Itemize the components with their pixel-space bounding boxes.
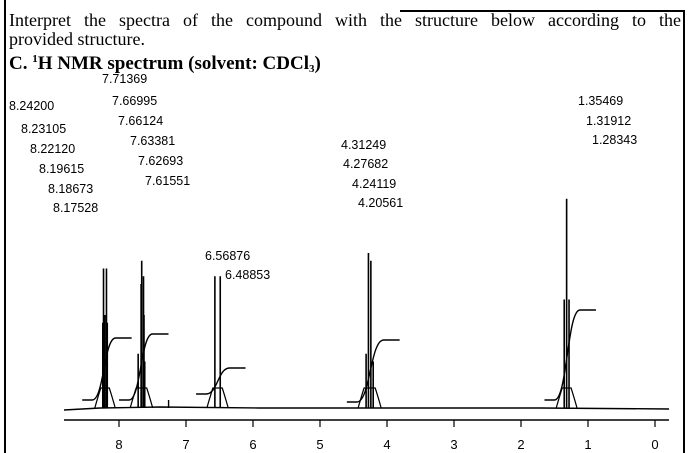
peak-label: 8.23105 [21, 122, 67, 136]
x-tick-label: 2 [517, 437, 524, 452]
peak-label: 7.61551 [145, 174, 191, 188]
peak-label: 4.20561 [358, 196, 404, 210]
x-tick-label: 1 [584, 437, 591, 452]
peak-label: 7.66995 [112, 94, 158, 108]
peak-label: 7.66124 [118, 114, 164, 128]
peak-label: 4.27682 [343, 157, 389, 171]
integral-curve [119, 333, 169, 401]
integral-curve [544, 309, 596, 401]
spectrum-heading: C. 1H NMR spectrum (solvent: CDCl3) [9, 48, 321, 80]
peak-envelope [94, 387, 116, 409]
integral-curve [196, 367, 246, 395]
peak-envelope [555, 387, 578, 409]
question-line-1: Interpret the spectra of the compound wi… [9, 10, 681, 30]
frame-left-border [4, 0, 6, 453]
peak-label: 8.24200 [9, 99, 55, 113]
x-tick-label: 5 [316, 437, 323, 452]
peak-label: 1.35469 [578, 94, 624, 108]
x-tick-label: 3 [450, 437, 457, 452]
integral-curve [82, 337, 132, 401]
frame-right-border [683, 10, 685, 453]
peak-label: 8.19615 [39, 162, 85, 176]
x-tick-label: 6 [249, 437, 256, 452]
peak-lines [94, 198, 578, 409]
peak-label: 8.17528 [53, 201, 99, 215]
peak-label: 7.62693 [138, 154, 184, 168]
x-tick-label: 4 [383, 437, 390, 452]
peak-envelope [206, 387, 229, 409]
baseline-trace [63, 406, 670, 411]
frame-top-border [400, 10, 685, 12]
x-axis-ticks: 8 7 6 5 4 3 2 1 0 [115, 420, 659, 452]
peak-label: 7.71369 [102, 72, 148, 86]
peak-label: 7.63381 [130, 134, 176, 148]
heading-prefix: C. [9, 53, 33, 74]
heading-solvent-subscript: 3 [308, 63, 315, 75]
x-tick-label: 0 [651, 437, 658, 452]
heading-nucleus-mass: 1 [32, 53, 38, 65]
x-tick-label: 8 [115, 437, 122, 452]
question-line-2: provided structure. [9, 29, 145, 49]
peak-envelope [129, 387, 154, 409]
peak-label: 6.48853 [225, 268, 271, 282]
peak-label: 8.18673 [48, 182, 94, 196]
peak-label: 4.24119 [352, 177, 397, 191]
spectrum-baseline [63, 406, 670, 411]
integral-curve [346, 339, 400, 403]
heading-suffix: ) [314, 53, 321, 74]
peak-label: 4.31249 [341, 138, 387, 152]
peak-label: 6.56876 [205, 249, 251, 263]
peak-label: 1.28343 [592, 133, 638, 147]
x-tick-label: 7 [182, 437, 189, 452]
peak-label: 1.31912 [586, 114, 632, 128]
integral-curves [82, 309, 596, 403]
peak-label: 8.22120 [30, 142, 76, 156]
heading-nucleus: H NMR spectrum (solvent: CDCl [37, 53, 309, 74]
